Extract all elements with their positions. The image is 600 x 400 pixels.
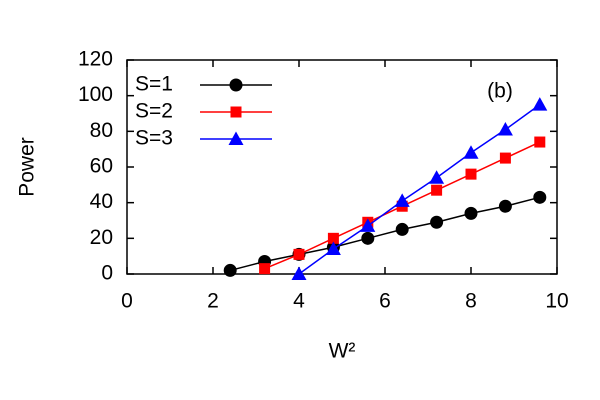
legend-label: S=1 (135, 73, 173, 96)
series-line (230, 196, 540, 272)
legend-label: S=2 (135, 100, 173, 123)
marker (429, 170, 445, 184)
marker (291, 266, 307, 280)
x-tick-label: 4 (293, 290, 305, 313)
x-axis-label: W² (329, 340, 356, 363)
annotation: (b) (487, 80, 513, 103)
marker (498, 199, 512, 213)
x-tick-label: 6 (379, 290, 391, 313)
legend-marker (228, 131, 244, 145)
marker (325, 241, 341, 256)
marker (223, 263, 237, 277)
y-tick-label: 0 (101, 262, 113, 285)
marker (465, 168, 477, 180)
y-axis-label: Power (16, 137, 39, 197)
marker (497, 122, 513, 136)
marker (499, 152, 511, 164)
marker (533, 190, 547, 204)
x-tick-label: 0 (121, 290, 133, 313)
legend-label: S=3 (135, 127, 173, 150)
x-tick-label: 2 (207, 290, 219, 313)
marker (532, 97, 548, 111)
marker (259, 263, 271, 275)
marker (327, 232, 339, 244)
marker (394, 193, 410, 207)
legend-marker (230, 106, 242, 118)
marker (464, 206, 478, 220)
marker (430, 215, 444, 229)
y-tick-label: 120 (78, 48, 113, 71)
marker (534, 136, 546, 148)
x-tick-label: 8 (465, 290, 477, 313)
y-tick-label: 80 (90, 119, 113, 142)
y-tick-label: 100 (78, 83, 113, 106)
marker (293, 248, 305, 260)
legend-marker (229, 78, 243, 92)
marker (395, 222, 409, 236)
x-tick-label: 10 (545, 290, 568, 313)
marker (463, 145, 479, 159)
marker (360, 218, 376, 232)
y-tick-label: 20 (90, 226, 113, 249)
marker (361, 231, 375, 245)
y-tick-label: 40 (90, 190, 113, 213)
marker (431, 184, 443, 196)
y-tick-label: 60 (90, 155, 113, 178)
